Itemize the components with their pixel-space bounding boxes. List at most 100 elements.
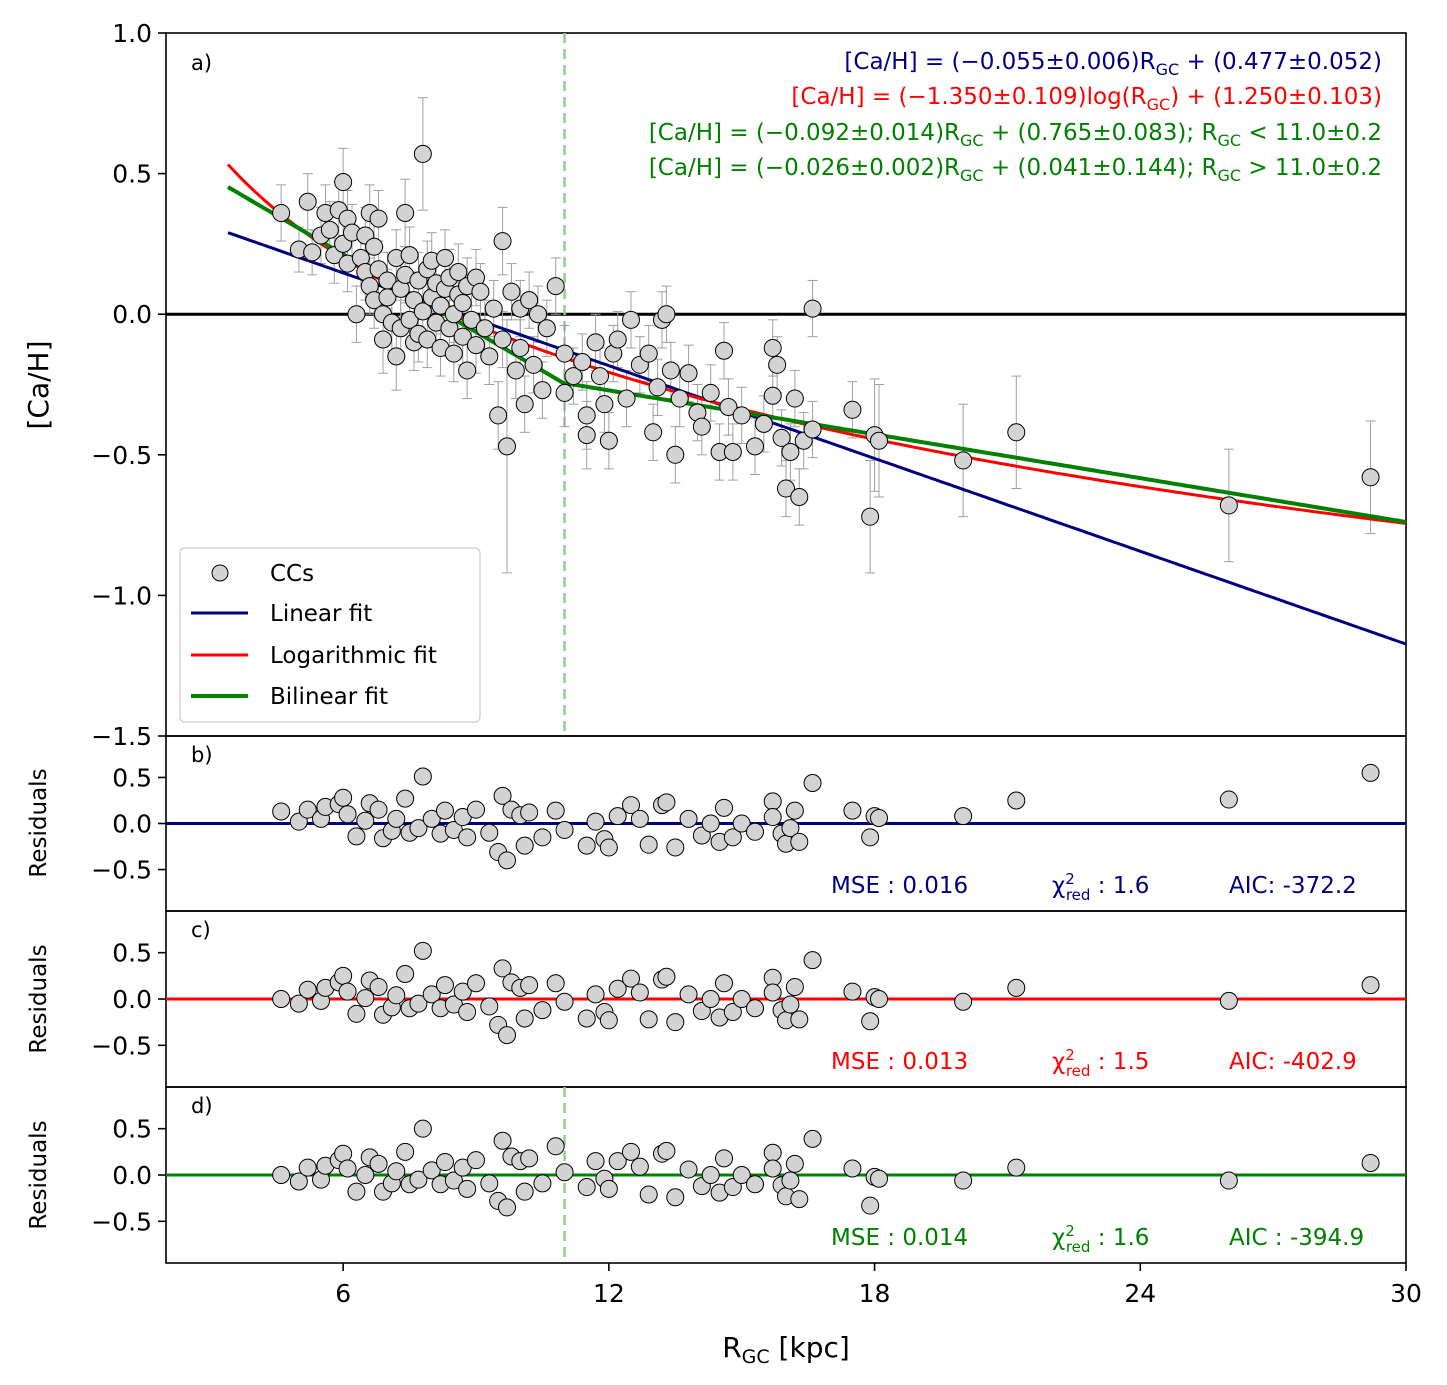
panel-d-label: d) [191,1094,213,1118]
y-tick-label: 0.0 [112,985,152,1014]
residual-point [387,986,406,1005]
residual-point [515,1182,534,1201]
mse-stat: MSE : 0.013 [831,1049,968,1075]
residual-point [701,814,720,833]
residual-point [701,1166,720,1184]
residual-point [533,1001,552,1020]
residual-point [622,796,640,815]
data-point [1361,468,1380,487]
residual-point [298,980,317,999]
residual-point [520,976,539,995]
residual-point [480,823,499,842]
residual-point [493,786,512,805]
data-point [546,277,565,296]
residual-point [657,967,676,986]
residual-point [409,1170,428,1189]
data-point [564,367,583,386]
residual-point [334,788,353,807]
residual-point [1361,1153,1380,1172]
residual-point [630,1157,649,1176]
residual-point [533,1174,552,1193]
residual-point [546,801,565,820]
x-tick-label: 30 [1390,1279,1422,1308]
residual-point [347,1004,366,1023]
residual-point [790,1010,809,1029]
data-point [502,282,521,301]
data-point [458,361,477,380]
residual-point [1007,1158,1026,1177]
residual-point [422,985,441,1004]
residual-point [763,808,782,827]
residual-point [493,959,512,978]
residual-point [715,974,733,993]
data-point [506,361,525,380]
residual-point [732,1166,751,1184]
data-point [453,293,472,312]
residual-point [732,814,751,833]
data-point [515,395,534,414]
data-point [303,243,322,262]
data-point [529,305,547,324]
residual-point [781,819,800,838]
data-point [608,330,627,349]
data-point [520,291,539,310]
residual-point [498,1026,516,1045]
residual-d-y-label: Residuals [26,1120,52,1229]
data-point [400,246,419,265]
data-point [396,203,415,222]
data-point [661,361,680,380]
residual-point [608,1152,627,1171]
residual-point [515,836,534,855]
aic-stat: AIC: -372.2 [1229,873,1357,899]
data-point [577,406,596,425]
data-point [365,237,384,256]
residual-point [436,1153,454,1172]
residual-point [746,1175,764,1194]
data-point [692,417,711,436]
residual-point [396,789,415,808]
residual-point [369,800,388,819]
residual-point [715,1149,733,1168]
residual-point [639,835,658,854]
data-point [1007,423,1026,442]
data-point [489,406,508,425]
residual-point [555,820,574,839]
legend-label-linear: Linear fit [270,601,372,627]
data-point [467,336,485,355]
residual-point [763,1143,782,1162]
residual-point [781,1171,800,1190]
data-point [954,451,973,470]
data-point [418,330,437,349]
residual-point [555,1163,574,1182]
residual-point [657,1141,676,1160]
residual-point [498,851,516,870]
residual-point [723,1178,742,1197]
data-point [577,426,596,445]
residual-point [577,836,596,855]
residual-point [413,1119,432,1138]
residual-point [396,964,415,983]
residual-point [586,812,605,831]
residual-point [666,838,685,857]
residual-point [657,793,676,812]
y-tick-label: 0.0 [112,300,152,329]
data-point [444,344,463,363]
data-point [746,437,764,456]
residual-point [746,822,764,841]
data-point [555,344,574,363]
y-tick-label: −0.5 [91,441,152,470]
data-point [599,431,618,450]
data-point [701,383,720,402]
residual-point [467,974,485,993]
data-point [555,383,574,402]
data-point [453,327,472,346]
residual-point [1219,790,1238,809]
residual-point [954,992,973,1011]
residual-point [458,1002,477,1021]
data-point [498,437,516,456]
residual-point [356,1166,375,1184]
residual-point [1007,978,1026,997]
residual-point [622,1142,640,1161]
residual-point [1361,976,1380,995]
residual-point [586,985,605,1004]
